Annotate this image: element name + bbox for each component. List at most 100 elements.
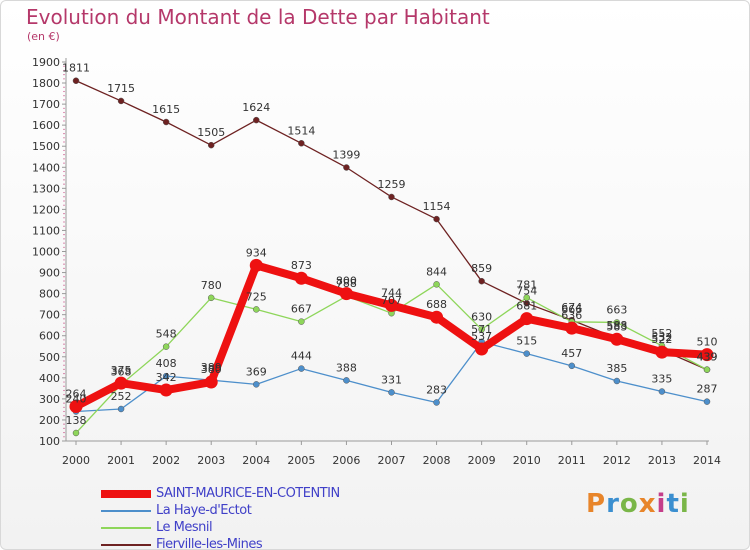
data-label: 439 [697,351,718,364]
y-minor-tick [63,276,65,278]
data-label: 859 [471,262,492,275]
y-minor-tick [63,221,65,223]
x-tick-label: 2009 [468,454,496,467]
data-point [565,321,579,335]
data-point [207,141,215,149]
y-tick-label: 400 [39,372,60,385]
data-label: 331 [381,373,402,386]
legend-swatch [101,510,151,512]
y-tick-label: 1100 [32,224,60,237]
data-label: 688 [426,298,447,311]
data-label: 375 [111,364,132,377]
x-tick-label: 2005 [287,454,315,467]
data-label: 934 [246,246,267,259]
data-point [114,376,128,390]
data-label: 583 [606,320,627,333]
legend-label: La Haye-d'Ectot [156,503,252,518]
data-point [298,318,305,325]
y-tick-label: 1900 [32,56,60,69]
data-label: 444 [291,350,312,363]
data-label: 552 [651,327,672,340]
data-label: 335 [651,373,672,386]
y-minor-tick [63,255,65,257]
y-minor-tick [63,213,65,215]
data-label: 588 [606,319,627,332]
y-minor-tick [63,154,65,156]
y-tick-label: 800 [39,288,60,301]
y-minor-tick [63,347,65,349]
y-minor-tick [63,305,65,307]
x-tick-label: 2006 [332,454,360,467]
y-minor-tick [63,360,65,362]
data-point [703,398,711,405]
y-minor-tick [63,141,65,143]
y-minor-tick [63,343,65,345]
y-minor-tick [63,284,65,286]
data-label: 1154 [423,200,451,213]
y-minor-tick [63,107,65,109]
y-minor-tick [63,389,65,392]
data-label: 666 [561,303,582,316]
data-label: 873 [291,259,312,272]
data-label: 667 [291,303,312,316]
y-minor-tick [63,297,65,299]
data-label: 510 [697,336,718,349]
y-tick-label: 900 [39,267,60,280]
data-label: 725 [246,290,267,303]
y-minor-tick [63,427,65,429]
y-tick-label: 200 [39,414,60,427]
x-tick-label: 2013 [648,454,676,467]
data-label: 1399 [332,148,360,161]
y-minor-tick [63,179,65,181]
data-label: 707 [381,294,402,307]
data-point [117,405,125,413]
y-minor-tick [63,99,65,101]
y-minor-tick [63,191,65,194]
y-tick-label: 600 [39,330,60,343]
data-label: 630 [471,310,492,323]
data-point [253,381,260,388]
data-label: 1259 [378,178,406,191]
y-minor-tick [63,95,65,97]
data-point [162,343,170,350]
data-point [298,365,305,372]
y-minor-tick [63,402,65,404]
data-point [253,306,260,313]
y-minor-tick [63,69,65,72]
data-label: 571 [471,323,492,336]
y-minor-tick [63,242,65,244]
x-tick-label: 2011 [558,454,586,467]
y-minor-tick [63,90,65,93]
data-label: 515 [516,335,537,348]
data-label: 1505 [197,126,225,139]
y-minor-tick [63,385,65,387]
data-point [69,399,83,413]
y-minor-tick [63,183,65,185]
data-label: 522 [651,333,672,346]
data-point [430,310,444,324]
y-minor-tick [63,175,65,177]
data-label: 342 [156,371,177,384]
y-tick-label: 700 [39,309,60,322]
y-tick-label: 100 [39,435,60,448]
y-minor-tick [63,65,65,67]
data-point [568,362,576,370]
y-minor-tick [63,415,65,417]
data-label: 380 [201,363,222,376]
y-minor-tick [63,322,65,324]
y-minor-tick [63,217,65,219]
data-point [523,350,530,357]
x-tick-label: 2001 [107,454,135,467]
y-tick-label: 1700 [32,98,60,111]
y-minor-tick [63,149,65,152]
x-tick-label: 2003 [197,454,225,467]
y-minor-tick [63,381,65,383]
y-tick-label: 1400 [32,161,60,174]
legend-label: Le Mesnil [156,520,213,535]
data-label: 368 [111,366,132,379]
y-minor-tick [63,309,65,312]
y-minor-tick [63,204,65,206]
y-minor-tick [63,246,65,248]
data-label: 754 [516,284,537,297]
